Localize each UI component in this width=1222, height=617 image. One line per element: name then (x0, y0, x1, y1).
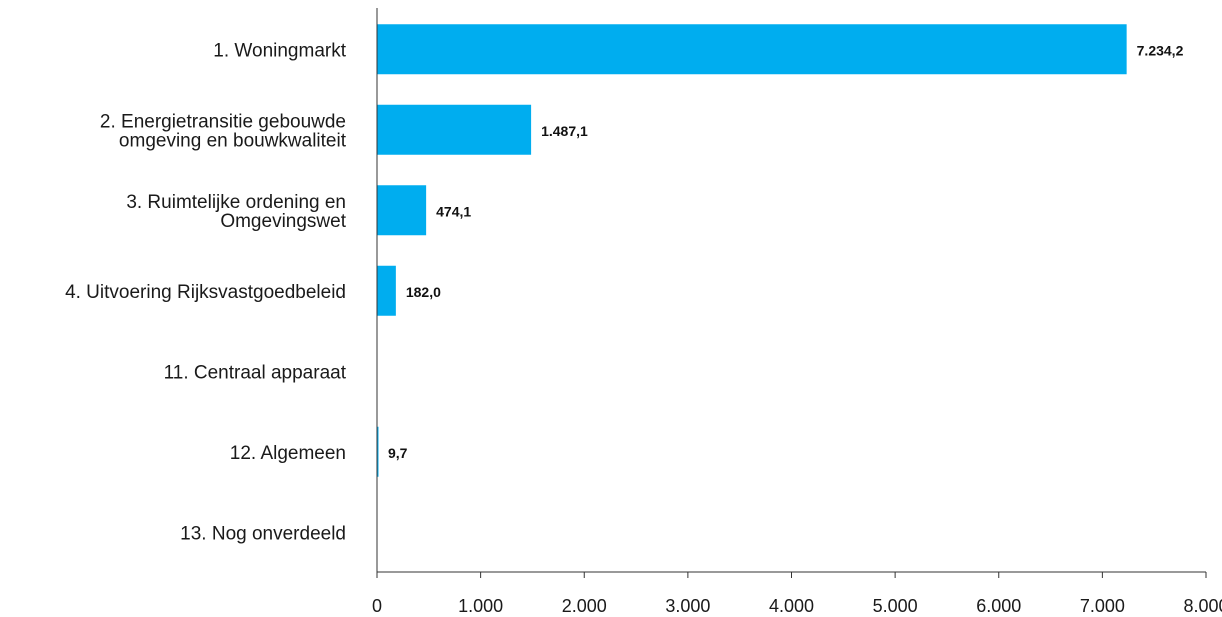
category-label-line: 11. Centraal apparaat (164, 362, 347, 383)
category-label-line: 12. Algemeen (230, 443, 346, 464)
x-ticks-group: 0 1.000 2.000 3.000 4.000 5.000 6.000 7.000 8.00… (372, 572, 1222, 616)
category-label-line: 4. Uitvoering Rijksvastgoedbeleid (65, 282, 346, 303)
category-label-2: 2. Energietransitie gebouwde omgeving en … (100, 111, 347, 151)
category-label-line: Omgevingswet (220, 211, 346, 232)
category-label-7: 13. Nog onverdeeld (180, 523, 346, 544)
category-label-line: 1. Woningmarkt (213, 40, 346, 61)
category-label-1: 1. Woningmarkt (213, 40, 346, 61)
category-label-3: 3. Ruimtelijke ordening en Omgevingswet (126, 192, 346, 232)
x-tick-label: 0 (372, 596, 382, 616)
x-tick-label: 6.000 (976, 596, 1021, 616)
x-tick-label: 2.000 (562, 596, 607, 616)
data-label-2: 1.487,1 (541, 123, 588, 139)
category-label-6: 12. Algemeen (230, 443, 346, 464)
bar-3 (377, 185, 427, 236)
x-tick-label: 4.000 (769, 596, 814, 616)
category-label-line: 13. Nog onverdeeld (180, 523, 346, 544)
data-label-4: 182,0 (406, 284, 441, 300)
category-label-line: 3. Ruimtelijke ordening en (126, 192, 346, 213)
x-tick-label: 3.000 (665, 596, 710, 616)
data-label-1: 7.234,2 (1137, 42, 1184, 58)
x-tick-label: 5.000 (873, 596, 918, 616)
x-tick-label: 8.000 (1183, 596, 1222, 616)
x-tick-label: 7.000 (1080, 596, 1125, 616)
x-tick-label: 1.000 (458, 596, 503, 616)
bars-group (377, 24, 1127, 477)
bar-2 (377, 104, 532, 155)
category-label-line: 2. Energietransitie gebouwde (100, 111, 346, 132)
category-label-5: 11. Centraal apparaat (164, 362, 347, 383)
data-label-3: 474,1 (436, 203, 471, 219)
bar-6 (377, 426, 379, 477)
category-labels-group: 1. Woningmarkt 2. Energietransitie gebouw… (65, 40, 347, 544)
data-label-6: 9,7 (388, 445, 408, 461)
category-label-4: 4. Uitvoering Rijksvastgoedbeleid (65, 282, 346, 303)
bar-1 (377, 24, 1127, 75)
bar-4 (377, 265, 396, 316)
data-labels-group: 7.234,2 1.487,1 474,1 182,0 9,7 (388, 42, 1184, 461)
category-label-line: omgeving en bouwkwaliteit (119, 130, 347, 151)
